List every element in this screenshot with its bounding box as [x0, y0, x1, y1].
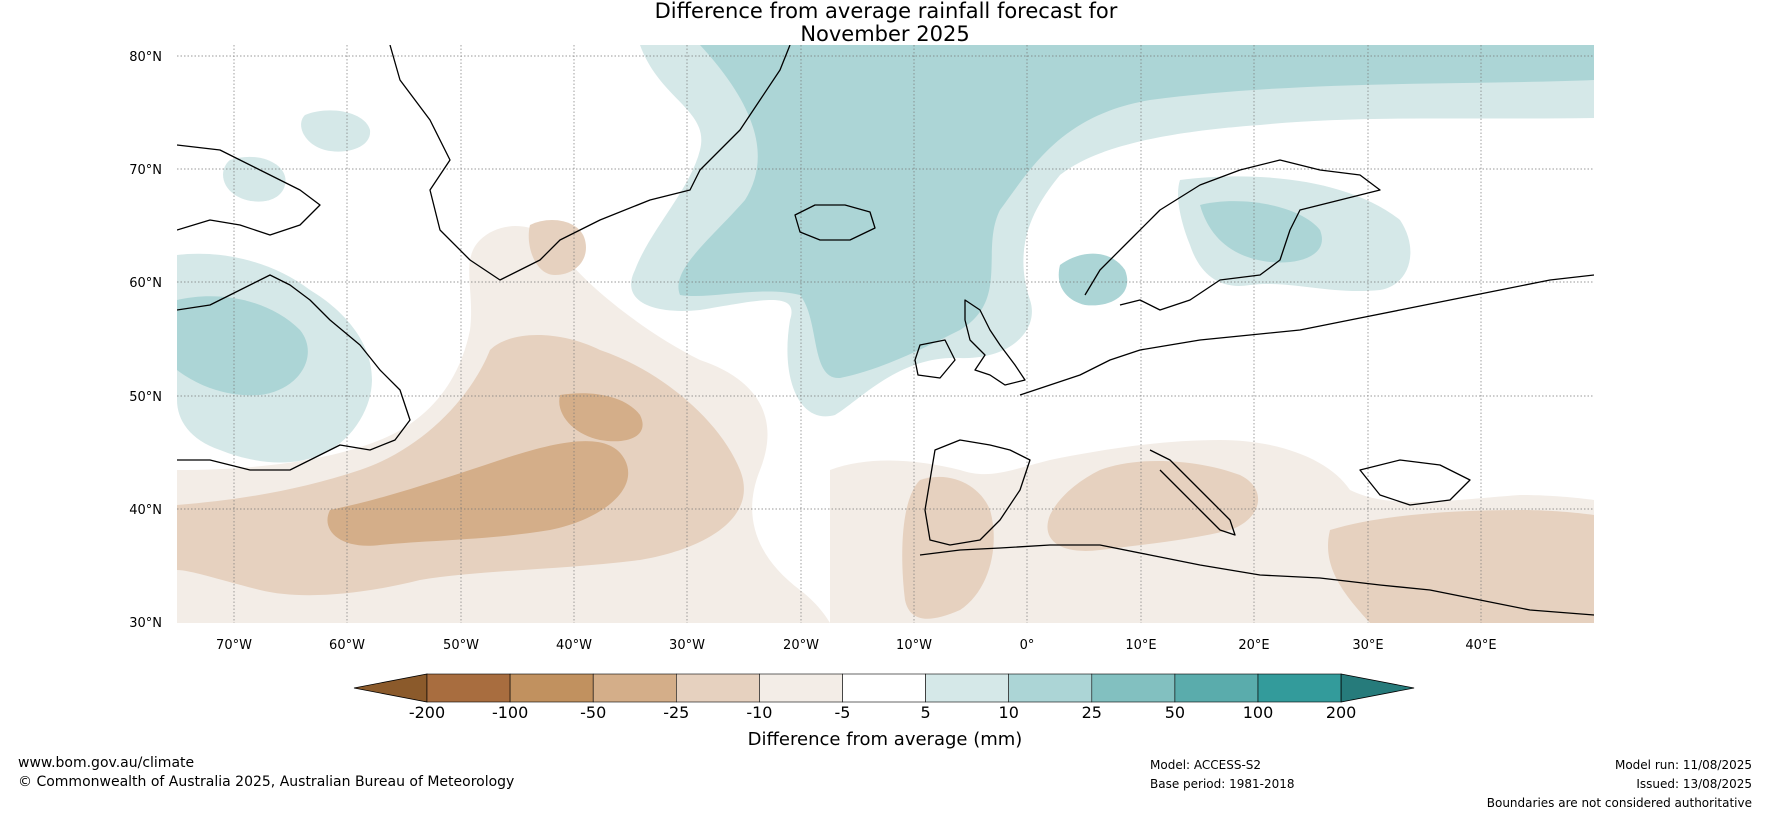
footer-issued: Issued: 13/08/2025 — [1636, 777, 1752, 791]
wet-anomaly-finland — [1200, 201, 1322, 263]
lon-tick: 40°E — [1465, 638, 1496, 653]
colorbar-bin — [925, 673, 1009, 703]
colorbar-tick: -5 — [835, 703, 851, 722]
latitude-labels: 80°N 70°N 60°N 50°N 40°N 30°N — [129, 50, 162, 631]
lon-tick: 10°E — [1125, 638, 1156, 653]
coast-black-sea — [1359, 459, 1471, 506]
lat-tick: 40°N — [129, 503, 162, 518]
colorbar-tick: -100 — [492, 703, 528, 722]
colorbar-extend-low — [353, 673, 428, 703]
colorbar-bin — [426, 673, 511, 703]
colorbar-bin — [509, 673, 594, 703]
colorbar-tick: 200 — [1326, 703, 1357, 722]
colorbar-tick: -50 — [580, 703, 606, 722]
wet-anomaly-norway — [1058, 253, 1128, 306]
map-title-line-2: November 2025 — [800, 22, 970, 46]
lat-tick: 70°N — [129, 163, 162, 178]
lon-tick: 60°W — [329, 638, 365, 653]
colorbar-tick: 5 — [921, 703, 931, 722]
wet-anomaly-baffin — [223, 156, 286, 202]
lat-tick: 60°N — [129, 276, 162, 291]
colorbar-tick-labels: -200 -100 -50 -25 -10 -5 5 10 25 50 100 200 — [409, 703, 1357, 722]
colorbar — [353, 673, 1415, 703]
colorbar-bin — [759, 673, 843, 703]
map-graticule — [177, 45, 1594, 623]
coast-ireland — [914, 339, 956, 379]
coast-north-africa — [919, 544, 1594, 616]
wet-anomaly-greenland-small — [301, 110, 371, 152]
colorbar-tick: 10 — [999, 703, 1019, 722]
lat-tick: 80°N — [129, 50, 162, 65]
lon-tick: 20°W — [783, 638, 819, 653]
dry-anomaly-atlantic-core-2 — [559, 393, 643, 442]
map-title-line-1: Difference from average rainfall forecas… — [654, 0, 1118, 23]
colorbar-tick: -200 — [409, 703, 445, 722]
lon-tick: 20°E — [1238, 638, 1269, 653]
coast-labrador — [177, 274, 411, 471]
lon-tick: 30°W — [669, 638, 705, 653]
wet-anomaly-mid — [678, 45, 1594, 379]
coast-greenland — [389, 45, 791, 281]
footer-copyright: © Commonwealth of Australia 2025, Austra… — [18, 774, 515, 790]
lat-tick: 50°N — [129, 390, 162, 405]
dry-anomaly-east-med — [1328, 510, 1594, 623]
colorbar-bin — [675, 673, 760, 703]
lon-tick: 30°E — [1352, 638, 1383, 653]
lon-tick: 10°W — [896, 638, 932, 653]
colorbar-bin — [592, 673, 677, 703]
lon-tick: 40°W — [556, 638, 592, 653]
coast-norway — [1084, 159, 1381, 311]
coast-iceland — [794, 204, 876, 241]
colorbar-bin — [1174, 673, 1259, 703]
coast-iberia — [924, 439, 1031, 546]
colorbar-bin — [1091, 673, 1176, 703]
wet-anomaly-labrador-core — [177, 296, 308, 396]
colorbar-tick: -25 — [663, 703, 689, 722]
coast-italy — [1149, 449, 1236, 536]
lon-tick: 0° — [1020, 638, 1035, 653]
dry-anomaly-atlantic-core — [327, 441, 629, 546]
colorbar-tick: 25 — [1082, 703, 1102, 722]
footer-model-run: Model run: 11/08/2025 — [1614, 758, 1752, 772]
rainfall-anomaly-shading — [177, 45, 1594, 623]
footer-disclaimer: Boundaries are not considered authoritat… — [1486, 796, 1752, 810]
lat-tick: 30°N — [129, 616, 162, 631]
coast-europe — [1019, 274, 1594, 396]
dry-anomaly-italy — [1047, 460, 1259, 551]
coast-baffin — [177, 144, 321, 236]
longitude-labels: 70°W 60°W 50°W 40°W 30°W 20°W 10°W 0° 10… — [216, 638, 1497, 653]
footer-base-period: Base period: 1981-2018 — [1150, 777, 1295, 791]
colorbar-tick: 50 — [1165, 703, 1185, 722]
footer-url: www.bom.gov.au/climate — [18, 755, 195, 771]
colorbar-bin — [842, 673, 926, 703]
colorbar-bin — [1008, 673, 1093, 703]
footer-model: Model: ACCESS-S2 — [1150, 758, 1262, 772]
lon-tick: 70°W — [216, 638, 252, 653]
colorbar-tick: 100 — [1243, 703, 1274, 722]
colorbar-tick: -10 — [746, 703, 772, 722]
colorbar-bin — [1257, 673, 1342, 703]
coastlines — [177, 45, 1594, 616]
coast-british-isles — [964, 299, 1026, 386]
lon-tick: 50°W — [443, 638, 479, 653]
colorbar-label: Difference from average (mm) — [748, 729, 1023, 750]
colorbar-extend-high — [1340, 673, 1415, 703]
